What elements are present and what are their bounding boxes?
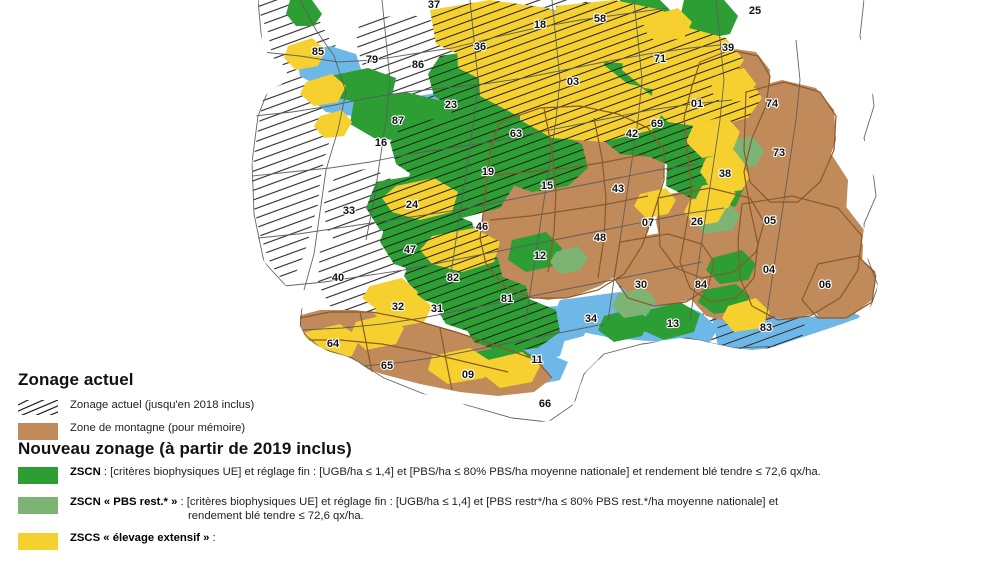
dept-label-42: 42 [626,128,638,140]
dept-label-73: 73 [773,147,785,159]
dept-label-31: 31 [431,303,443,315]
dept-label-43: 43 [612,183,624,195]
legend-label-zscn-pbs-code: ZSCN « PBS rest.* » [70,496,178,508]
swatch-hatch-icon [15,397,61,418]
dept-label-83: 83 [760,322,772,334]
legend-label-zscn-pbs-rest: ZSCN « PBS rest.* » : [critères biophysi… [70,496,778,523]
dept-label-40: 40 [332,272,344,284]
dept-label-19: 19 [482,166,494,178]
legend-title-new: Nouveau zonage (à partir de 2019 inclus) [18,439,352,458]
dept-label-06: 06 [819,279,831,291]
legend-label-mountain: Zone de montagne (pour mémoire) [70,422,246,434]
dept-label-87: 87 [392,115,404,127]
dept-label-16: 16 [375,137,387,149]
dept-label-74: 74 [766,98,779,110]
legend-label-zscn-code: ZSCN [70,466,101,478]
legend-label-current-zoning: Zonage actuel (jusqu'en 2018 inclus) [70,399,255,411]
legend-label-zscn-pbs-text: : [critères biophysiques UE] et réglage … [177,496,779,508]
dept-label-46: 46 [476,221,488,233]
dept-label-69: 69 [651,118,663,130]
dept-label-79: 79 [366,54,378,66]
legend-row-zscs: ZSCS « élevage extensif » : [18,532,216,550]
dept-label-33: 33 [343,205,355,217]
dept-label-32: 32 [392,301,404,313]
legend-row-current-zoning: Zonage actuel (jusqu'en 2018 inclus) [15,397,255,418]
dept-label-11: 11 [531,354,543,366]
dept-label-39: 39 [722,42,734,54]
dept-label-01: 01 [691,98,703,110]
dept-label-15: 15 [541,180,553,192]
dept-label-36: 36 [474,41,486,53]
legend-label-zscn: ZSCN : [critères biophysiques UE] et rég… [70,466,821,480]
legend-title-current: Zonage actuel [18,370,134,389]
swatch-zscs-yellow [18,533,58,550]
dept-label-48: 48 [594,232,606,244]
legend-label-zscs-code: ZSCS « élevage extensif » [70,532,210,544]
dept-label-12: 12 [534,250,546,262]
dept-label-09: 09 [462,369,474,381]
france-zonage-map[interactable]: 37 85 79 86 18 58 36 71 39 25 03 01 74 73 38 69 42 63 23 87… [0,0,1000,440]
dept-borders-mountain [289,49,877,391]
dept-label-24: 24 [406,199,419,211]
dept-label-71: 71 [654,53,666,65]
legend: Zonage actuel Zonage actuel (jusqu'en 20… [0,360,1000,561]
dept-label-04: 04 [763,264,776,276]
legend-label-zscs-text: : [209,532,216,544]
dept-label-85: 85 [312,46,324,58]
dept-label-47: 47 [404,244,416,256]
legend-label-zscn-pbs-text2: rendement blé tendre ≤ 72,6 qx/ha. [188,509,364,522]
swatch-mountain-brown [18,423,58,440]
dept-labels: 37 85 79 86 18 58 36 71 39 25 03 01 74 73 38 69 42 63 23 87… [311,0,832,411]
dept-label-65: 65 [381,360,393,372]
dept-label-30: 30 [635,279,647,291]
dept-label-18: 18 [534,19,546,31]
dept-label-34: 34 [585,313,598,325]
dept-label-26: 26 [691,216,703,228]
legend-label-zscs: ZSCS « élevage extensif » : [70,532,216,546]
dept-label-81: 81 [501,293,513,305]
dept-label-86: 86 [412,59,424,71]
dept-label-58: 58 [594,13,606,25]
legend-row-zscn: ZSCN : [critères biophysiques UE] et rég… [18,466,821,484]
swatch-zscn-dark-green [18,467,58,484]
dept-label-25: 25 [749,5,761,17]
swatch-zscn-light-green [18,497,58,514]
dept-label-23: 23 [445,99,457,111]
dept-label-05: 05 [764,215,776,227]
legend-label-zscn-text: : [critères biophysiques UE] et réglage … [100,466,821,478]
map-zones [250,0,878,422]
dept-label-38: 38 [719,168,731,180]
map-area[interactable]: 37 85 79 86 18 58 36 71 39 25 03 01 74 73 38 69 42 63 23 87… [0,0,1000,440]
dept-label-07: 07 [642,217,654,229]
dept-label-13: 13 [667,318,679,330]
dept-label-64: 64 [327,338,340,350]
dept-label-82: 82 [447,272,459,284]
dept-label-03: 03 [567,76,579,88]
dept-label-37: 37 [428,0,440,11]
legend-row-mountain: Zone de montagne (pour mémoire) [18,422,245,440]
dept-label-63: 63 [510,128,522,140]
zone-zscs-yellow [284,0,770,388]
dept-label-66: 66 [539,398,551,410]
dept-label-84: 84 [695,279,708,291]
legend-row-zscn-pbs-rest: ZSCN « PBS rest.* » : [critères biophysi… [18,496,778,523]
